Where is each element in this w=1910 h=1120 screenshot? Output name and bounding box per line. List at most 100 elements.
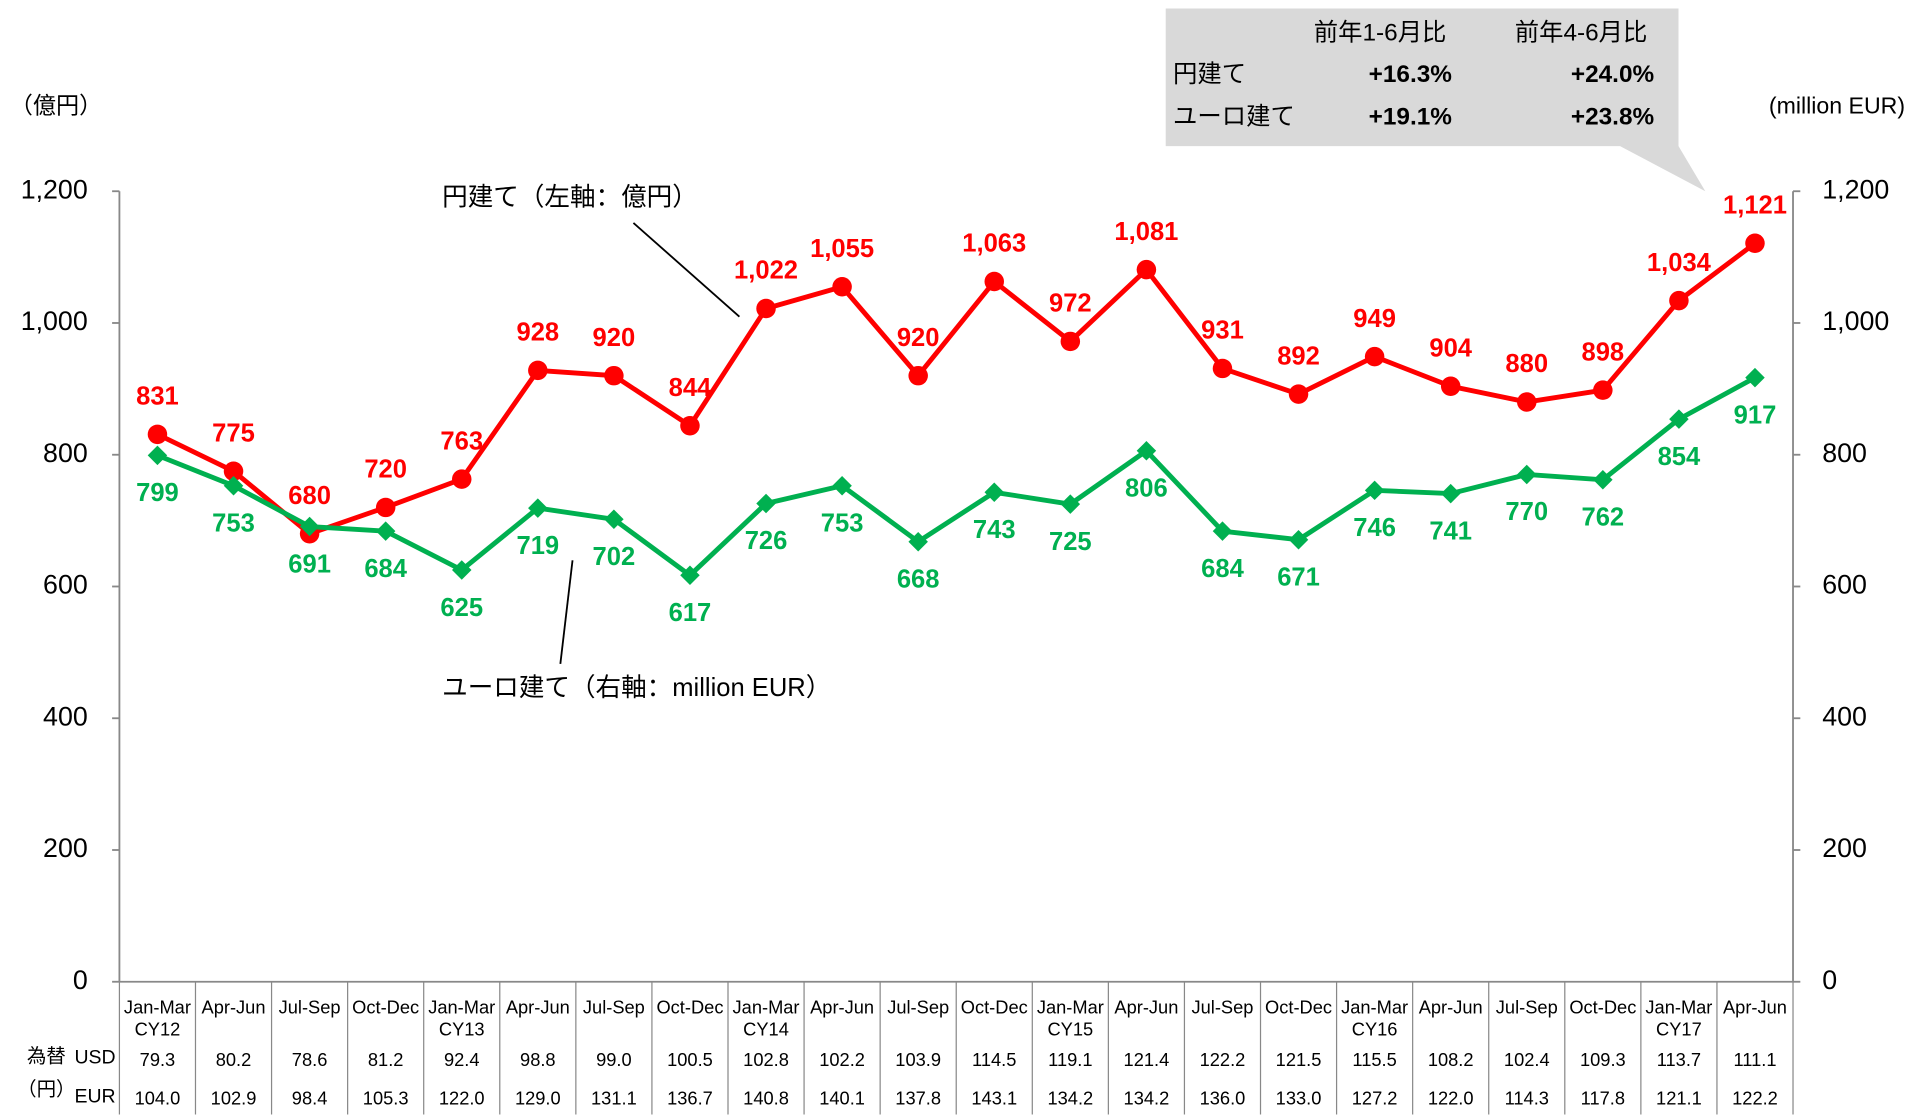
exchange-cell: 140.1 [819, 1088, 865, 1109]
y2-tick-label: 400 [1822, 701, 1867, 731]
data-label: 762 [1582, 504, 1625, 532]
marker [1440, 376, 1461, 396]
data-label: 931 [1201, 317, 1244, 345]
leader-line [632, 222, 741, 318]
exchange-cell: 119.1 [1048, 1049, 1092, 1070]
marker [1669, 409, 1689, 429]
data-label: 972 [1049, 290, 1092, 318]
data-label: 775 [212, 419, 255, 447]
marker [984, 271, 1004, 292]
data-label: 806 [1125, 475, 1168, 503]
exchange-cell: 92.4 [444, 1049, 480, 1070]
exchange-cell: 102.2 [819, 1049, 865, 1070]
year-label: CY12 [135, 1018, 181, 1039]
x-tick-label: Apr-Jun [1419, 996, 1483, 1017]
exchange-cell: 121.1 [1656, 1088, 1702, 1109]
marker [1060, 331, 1081, 352]
x-tick-label: Apr-Jun [202, 996, 266, 1017]
marker [832, 475, 852, 496]
marker [984, 482, 1004, 503]
exchange-cell: 114.5 [972, 1049, 1016, 1070]
marker [147, 445, 168, 466]
y2-tick-label: 600 [1822, 570, 1867, 600]
data-label: 1,022 [734, 257, 798, 285]
exchange-cell: 105.3 [363, 1088, 409, 1109]
exchange-cell: 102.4 [1504, 1049, 1550, 1070]
y-tick-label: 200 [43, 833, 88, 863]
marker [680, 416, 700, 436]
exchange-cell: 122.0 [439, 1088, 485, 1109]
marker [1212, 358, 1233, 379]
x-tick-label: Apr-Jun [1114, 996, 1178, 1017]
marker [223, 461, 244, 481]
x-tick-label: Jan-Mar [1645, 996, 1712, 1017]
marker [1517, 392, 1537, 412]
callout-value: +24.0% [1571, 61, 1655, 88]
marker [1669, 290, 1689, 311]
exchange-cell: 137.8 [895, 1088, 941, 1109]
marker [1288, 529, 1309, 550]
data-label: 904 [1429, 334, 1472, 362]
exchange-cell: 100.5 [667, 1049, 713, 1070]
x-tick-label: Jan-Mar [124, 996, 191, 1017]
x-tick-label: Jan-Mar [733, 996, 800, 1017]
exchange-cell: 80.2 [216, 1049, 252, 1070]
y2-tick-label: 200 [1822, 833, 1867, 863]
marker [1364, 346, 1385, 367]
exchange-cell: 79.3 [140, 1049, 176, 1070]
leader-line [559, 560, 574, 664]
year-label: CY15 [1047, 1018, 1093, 1039]
exchange-row-label: EUR [74, 1086, 115, 1108]
y2-tick-label: 1,000 [1822, 306, 1889, 336]
exchange-cell: 117.8 [1581, 1088, 1625, 1109]
data-label: 898 [1582, 338, 1625, 366]
callout-value: +23.8% [1571, 104, 1655, 131]
data-label: 617 [669, 599, 712, 627]
marker [756, 493, 776, 514]
y-tick-label: 0 [73, 965, 88, 995]
annotation: 円建て（左軸：億円） [442, 183, 698, 211]
exchange-cell: 108.2 [1428, 1049, 1474, 1070]
marker [375, 497, 396, 518]
data-label: 799 [136, 479, 179, 507]
callout-box [1165, 8, 1706, 192]
data-label: 753 [212, 509, 255, 537]
marker [451, 560, 472, 580]
callout-header: 前年4-6月比 [1515, 20, 1648, 47]
x-tick-label: Oct-Dec [1265, 996, 1332, 1017]
exchange-cell: 81.2 [368, 1049, 404, 1070]
data-label: 743 [973, 516, 1016, 544]
marker [908, 365, 928, 386]
data-label: 680 [288, 482, 331, 510]
data-label: 691 [288, 550, 331, 578]
x-tick-label: Jul-Sep [1192, 996, 1254, 1017]
data-label: 920 [897, 324, 940, 352]
x-tick-label: Jan-Mar [1037, 996, 1104, 1017]
exchange-cell: 98.8 [520, 1049, 556, 1070]
x-tick-label: Oct-Dec [352, 996, 419, 1017]
exchange-cell: 111.1 [1733, 1049, 1776, 1070]
data-label: 702 [593, 543, 636, 571]
marker [1745, 233, 1765, 254]
data-label: 1,121 [1723, 191, 1787, 219]
series-line [156, 241, 1757, 537]
marker [223, 475, 244, 496]
exchange-cell: 115.5 [1352, 1049, 1396, 1070]
exchange-cell: 103.9 [895, 1049, 941, 1070]
data-label: 746 [1353, 514, 1396, 542]
exchange-cell: 114.3 [1505, 1088, 1549, 1109]
data-label: 1,081 [1114, 218, 1178, 246]
x-tick-label: Oct-Dec [1569, 996, 1636, 1017]
exchange-cell: 109.3 [1580, 1049, 1626, 1070]
data-label: 1,055 [810, 235, 874, 263]
exchange-cell: 104.0 [135, 1088, 181, 1109]
marker [1745, 367, 1765, 388]
exchange-unit: （円） [17, 1078, 75, 1100]
callout-row-label: ユーロ建て [1173, 104, 1295, 131]
data-label: 880 [1505, 350, 1548, 378]
year-label: CY16 [1352, 1018, 1398, 1039]
marker [528, 360, 548, 381]
exchange-label: 為替 [27, 1045, 66, 1067]
data-label: 684 [364, 555, 407, 583]
data-label: 770 [1505, 498, 1548, 526]
